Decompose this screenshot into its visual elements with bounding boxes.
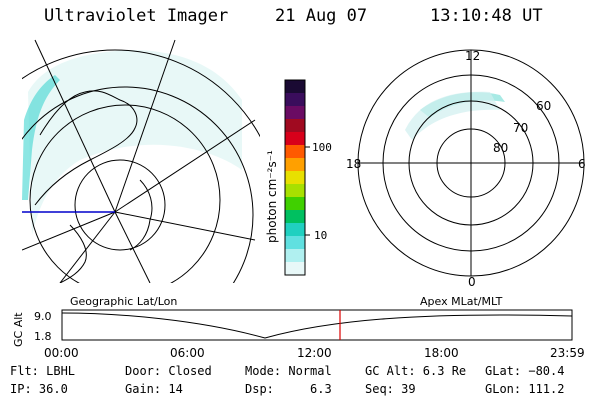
lat-label-70: 70 (513, 121, 528, 135)
timeline-ytick-low: 1.8 (34, 330, 52, 343)
info-seq: Seq: 39 (365, 382, 416, 396)
mlt-label-18: 18 (346, 157, 361, 171)
lat-label-80: 80 (493, 141, 508, 155)
colorbar-band (285, 262, 305, 276)
time-label: 13:10:48 UT (430, 6, 543, 26)
colorbar-band (285, 249, 305, 263)
info-glat: GLat: −80.4 (485, 364, 565, 378)
colorbar-band (285, 119, 305, 133)
colorbar (285, 80, 305, 276)
info-door: Door: Closed (125, 364, 212, 378)
colorbar-band (285, 158, 305, 172)
timeline-xtick-0: 00:00 (44, 346, 79, 360)
instrument-title: Ultraviolet Imager (44, 6, 229, 26)
lat-label-60: 60 (536, 99, 551, 113)
timeline-xtick-4: 23:59 (550, 346, 585, 360)
date-label: 21 Aug 07 (275, 6, 368, 26)
colorbar-band (285, 210, 305, 224)
colorbar-band (285, 236, 305, 250)
colorbar-band (285, 171, 305, 185)
timeline-panel: Geographic Lat/Lon Apex MLat/MLT GC Alt … (12, 295, 585, 360)
timeline-right-title: Apex MLat/MLT (420, 295, 503, 308)
timeline-ytick-high: 9.0 (34, 310, 52, 323)
colorbar-tick-10: 10 (314, 229, 327, 242)
colorbar-band (285, 197, 305, 211)
info-glon: GLon: 111.2 (485, 382, 565, 396)
timeline-xtick-3: 18:00 (424, 346, 459, 360)
timeline-xtick-2: 12:00 (297, 346, 332, 360)
info-gain: Gain: 14 (125, 382, 183, 396)
aurora-bright-edge (22, 75, 60, 200)
aurora-diffuse-polar (405, 91, 500, 140)
mlt-label-0: 0 (468, 275, 476, 289)
polar-plot: 12 18 6 0 60 70 80 (346, 49, 586, 289)
colorbar-unit-label: photon cm⁻²s⁻¹ (265, 150, 279, 243)
colorbar-band (285, 93, 305, 107)
mlt-label-6: 6 (578, 157, 586, 171)
colorbar-band (285, 80, 305, 94)
timeline-xtick-1: 06:00 (170, 346, 205, 360)
geographic-map (22, 39, 260, 283)
gc-altitude-curve (61, 312, 573, 339)
timeline-left-title: Geographic Lat/Lon (70, 295, 177, 308)
colorbar-band (285, 223, 305, 237)
aurora-emission-geo (28, 50, 242, 235)
mlt-label-12: 12 (465, 49, 480, 63)
colorbar-band (285, 145, 305, 159)
info-dsp: Dsp: 6.3 (245, 382, 332, 396)
colorbar-band (285, 132, 305, 146)
info-mode: Mode: Normal (245, 364, 332, 378)
info-gc-alt: GC Alt: 6.3 Re (365, 364, 467, 378)
colorbar-tick-100: 100 (312, 141, 332, 154)
timeline-ylabel: GC Alt (12, 312, 25, 347)
colorbar-band (285, 184, 305, 198)
colorbar-band (285, 106, 305, 120)
info-ip: IP: 36.0 (10, 382, 68, 396)
info-flt: Flt: LBHL (10, 364, 76, 378)
coastline (34, 90, 153, 283)
